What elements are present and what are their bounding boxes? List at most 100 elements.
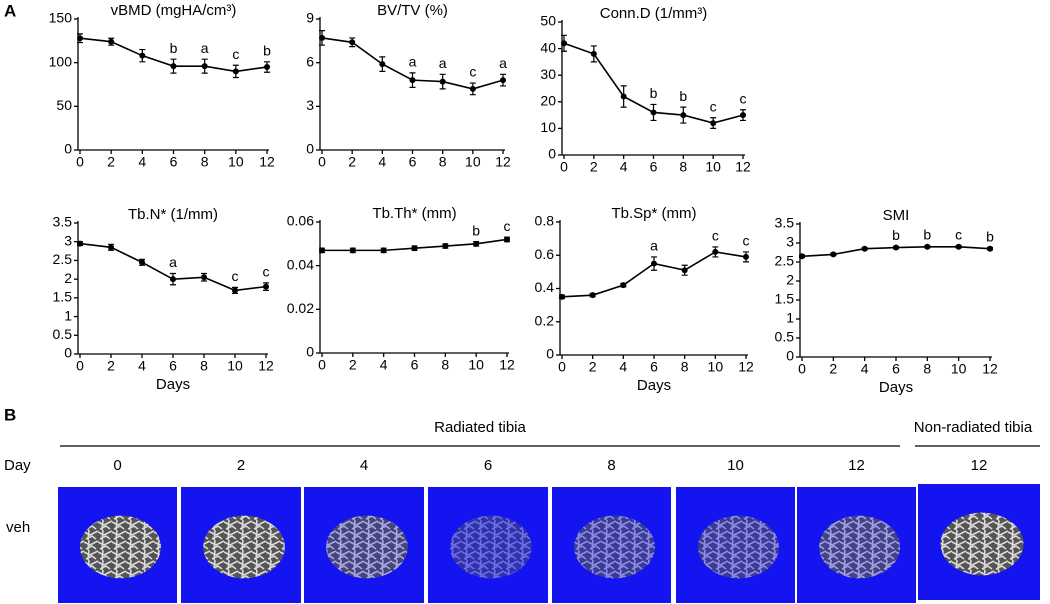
- x-tick-label: 8: [200, 358, 208, 374]
- x-tick-label: 6: [650, 159, 658, 175]
- data-point: [740, 112, 746, 119]
- x-tick-label: 2: [349, 357, 357, 373]
- bone-scan: [940, 512, 1024, 576]
- bone-scan: [450, 515, 532, 579]
- x-tick-label: 10: [708, 359, 724, 375]
- data-point: [439, 78, 446, 85]
- data-point: [650, 109, 657, 116]
- panel-label: A: [4, 1, 16, 20]
- data-point: [380, 247, 387, 254]
- y-tick-label: 0: [306, 141, 314, 157]
- chart-panel: vBMD (mgHA/cm³) 0 50 100 150 0 2 4 6 8 10 12 b a c b: [49, 2, 275, 170]
- y-tick-label: 0: [306, 344, 314, 360]
- significance-label: a: [499, 55, 507, 71]
- data-point: [473, 240, 480, 247]
- chart-title: Conn.D (1/mm³): [600, 5, 708, 22]
- x-axis-label: Days: [879, 379, 913, 396]
- data-point: [504, 236, 510, 243]
- y-tick-label: 0.2: [535, 312, 555, 328]
- x-tick-label: 0: [558, 359, 566, 375]
- x-tick-label: 12: [259, 154, 275, 170]
- data-point: [681, 267, 688, 274]
- x-tick-label: 0: [76, 358, 84, 374]
- x-tick-label: 10: [227, 358, 243, 374]
- data-point: [170, 63, 177, 70]
- significance-label: a: [201, 40, 209, 56]
- chart-title: BV/TV (%): [377, 2, 448, 19]
- y-tick-label: 50: [540, 13, 556, 29]
- data-point: [651, 260, 657, 267]
- data-point: [620, 282, 627, 289]
- x-tick-label: 4: [380, 357, 388, 373]
- column-label: 6: [484, 457, 492, 474]
- y-tick-label: 1.5: [53, 289, 73, 305]
- x-tick-label: 4: [378, 154, 386, 170]
- chart-title: SMI: [883, 207, 910, 224]
- column-label: 8: [607, 457, 615, 474]
- y-tick-label: 2: [786, 272, 794, 288]
- x-tick-label: 8: [439, 154, 447, 170]
- y-tick-label: 0: [548, 146, 556, 162]
- y-tick-label: 9: [306, 10, 314, 26]
- x-tick-label: 6: [650, 359, 658, 375]
- x-tick-label: 8: [201, 154, 209, 170]
- x-tick-label: 12: [495, 154, 511, 170]
- data-point: [590, 50, 597, 57]
- y-tick-label: 3: [64, 232, 72, 248]
- data-point: [559, 293, 565, 300]
- y-tick-label: 50: [56, 97, 72, 113]
- y-tick-label: 0: [546, 346, 554, 362]
- chart-title: Tb.Sp* (mm): [611, 205, 696, 222]
- data-point: [500, 77, 506, 84]
- column-label: 10: [727, 457, 744, 474]
- bone-scan: [574, 515, 655, 579]
- x-tick-label: 0: [318, 154, 326, 170]
- x-tick-label: 10: [705, 159, 721, 175]
- x-tick-label: 0: [76, 154, 84, 170]
- y-tick-label: 1: [64, 307, 72, 323]
- significance-label: c: [263, 264, 270, 280]
- data-point: [170, 276, 176, 283]
- data-point: [349, 39, 356, 46]
- significance-label: c: [232, 46, 239, 62]
- bone-scan: [819, 515, 900, 579]
- y-tick-label: 0.5: [53, 326, 73, 342]
- data-point: [319, 247, 325, 254]
- x-tick-label: 2: [107, 358, 115, 374]
- chart-panel: BV/TV (%) 0 3 6 9 0 2 4 6 8 10 12 a a c a: [306, 2, 511, 170]
- chart-title: vBMD (mgHA/cm³): [111, 2, 237, 19]
- column-label: 2: [237, 457, 245, 474]
- x-tick-label: 12: [258, 358, 274, 374]
- x-tick-label: 10: [465, 154, 481, 170]
- x-tick-label: 0: [798, 361, 806, 377]
- bone-scan: [80, 515, 161, 579]
- significance-label: b: [472, 222, 480, 238]
- bone-scan: [203, 515, 285, 579]
- y-tick-label: 0.6: [535, 246, 555, 262]
- column-label: 4: [360, 457, 368, 474]
- y-tick-label: 0.8: [535, 213, 555, 229]
- chart-panel: Tb.Sp* (mm) 0 0.2 0.4 0.6 0.8 0 2 4 6 8 10 12 Days a c c: [535, 205, 754, 394]
- x-axis-label: Days: [156, 376, 190, 393]
- x-tick-label: 2: [590, 159, 598, 175]
- data-point: [620, 93, 627, 100]
- data-point: [77, 35, 83, 42]
- significance-label: c: [712, 228, 719, 244]
- data-point: [108, 244, 114, 251]
- data-point: [561, 40, 567, 47]
- data-point: [924, 243, 931, 250]
- y-tick-label: 40: [540, 39, 556, 55]
- significance-label: a: [650, 238, 658, 254]
- data-point: [139, 52, 146, 59]
- y-tick-label: 3: [786, 234, 794, 250]
- y-tick-label: 0.5: [775, 329, 795, 345]
- x-axis-label: Days: [637, 377, 671, 394]
- significance-label: b: [986, 228, 994, 244]
- y-tick-label: 30: [540, 66, 556, 82]
- y-tick-label: 2.5: [775, 253, 795, 269]
- x-tick-label: 6: [169, 358, 177, 374]
- data-point: [712, 248, 719, 255]
